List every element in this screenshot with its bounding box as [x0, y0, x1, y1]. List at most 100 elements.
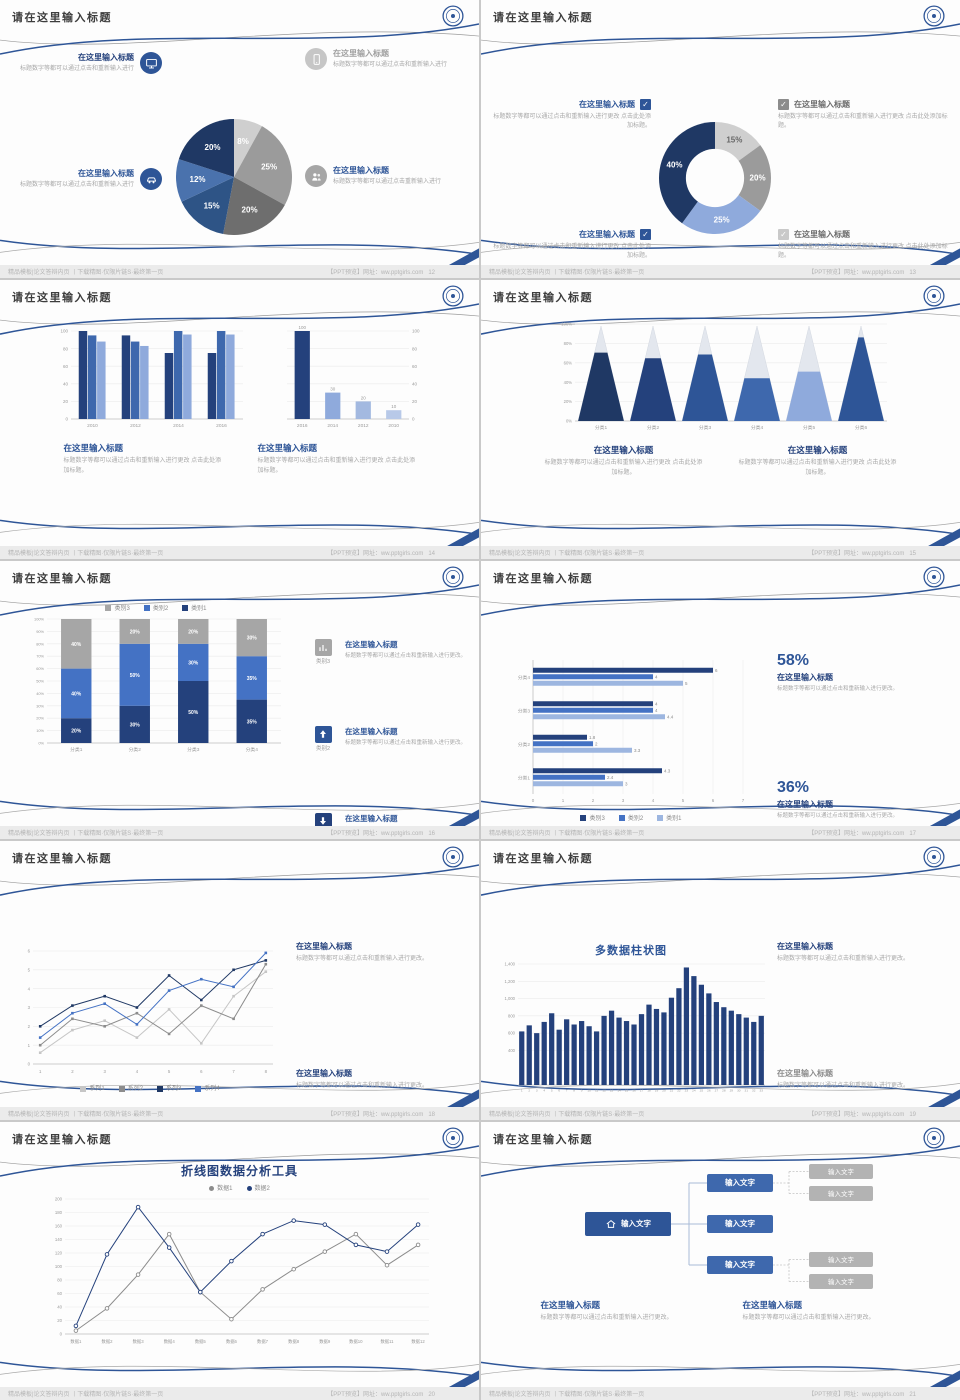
svg-text:100: 100 [412, 329, 420, 334]
slide-thumbnail-13[interactable]: 请在这里输入标题 在这里输入标题 ✓ 标题数字等都可以通过点击和重新输入进行更改… [481, 0, 960, 279]
svg-text:20%: 20% [749, 173, 765, 182]
svg-text:35%: 35% [247, 719, 258, 725]
svg-text:21: 21 [670, 1088, 674, 1092]
svg-text:100: 100 [60, 329, 68, 334]
pie-chart: 8% 25% 20% 15% 12% 20% [175, 118, 292, 240]
people-icon [305, 165, 327, 188]
svg-text:26: 26 [707, 1088, 711, 1092]
svg-text:11: 11 [595, 1088, 598, 1092]
slide-thumbnail-21[interactable]: 请在这里输入标题 输入文字 输入文字 输入文字 输入文字 输入文字 输入文字 输… [481, 1121, 960, 1400]
svg-text:22: 22 [677, 1088, 681, 1092]
slide-thumbnail-19[interactable]: 请在这里输入标题 多数据柱状图 400 600 800 1,000 1,200 1,400… [481, 841, 960, 1120]
legend-swatch [580, 815, 587, 822]
svg-text:80: 80 [62, 347, 68, 352]
svg-text:1,000: 1,000 [505, 996, 516, 1001]
slide-footer: 精品模板|论文答辩内页 丨下载精图·仅限片链S·最终第一页 【PPT预览】网址：… [481, 826, 960, 840]
svg-text:23: 23 [685, 1088, 689, 1092]
svg-text:35%: 35% [247, 676, 258, 682]
svg-text:5: 5 [685, 681, 688, 686]
block-body: 标题数字等都可以通过点击和重新输入进行更改 点击此处添加标题。 [544, 460, 703, 476]
page-number: 18 [428, 1111, 435, 1118]
cone-chart: 0% 20% 40% 60% 80% 100% 分类1 分类2 分类3 分类4 分类5 分类6 [551, 320, 891, 437]
svg-text:14: 14 [617, 1088, 621, 1092]
svg-text:2016: 2016 [296, 423, 307, 429]
legend-swatch [195, 1085, 202, 1092]
slide-title: 请在这里输入标题 [12, 1133, 112, 1146]
footer-left-text: 精品模板|论文答辩内页 丨下载精图·仅限片链S·最终第一页 [8, 550, 164, 557]
svg-text:3.3: 3.3 [634, 748, 641, 753]
diagram-node: 输入文字 [707, 1214, 773, 1233]
slide-title: 请在这里输入标题 [12, 292, 112, 305]
stat-value: 58% [777, 651, 810, 669]
page-number: 20 [428, 1391, 435, 1398]
stat-value: 36% [777, 778, 810, 796]
slide-thumbnail-18[interactable]: 请在这里输入标题 0 1 2 3 4 5 6 1 2 3 4 5 6 7 8 系列1 系列2 系列3 系列4… [0, 841, 479, 1120]
svg-text:33: 33 [760, 1088, 764, 1092]
svg-text:数据10: 数据10 [349, 1338, 363, 1345]
slide-footer: 精品模板|论文答辩内页 丨下载精图·仅限片链S·最终第一页 【PPT预览】网址：… [481, 545, 960, 559]
svg-text:分类3: 分类3 [187, 746, 200, 753]
footer-right-text: 【PPT预览】网址：ww.pptgirls.com 20 [327, 1391, 435, 1398]
text-block: 在这里输入标题 标题数字等都可以通过点击和重新输入进行更改 点击此处添加标题。 [545, 444, 703, 478]
svg-text:400: 400 [508, 1048, 516, 1053]
svg-text:25: 25 [700, 1088, 704, 1092]
diagram-leaf-node: 输入文字 [809, 1163, 873, 1179]
text-block: 在这里输入标题 标题数字等都可以通过点击和重新输入进行更改。 [296, 1068, 465, 1092]
svg-text:1,200: 1,200 [505, 979, 516, 984]
slide-thumbnail-20[interactable]: 请在这里输入标题 折线图数据分析工具 数据1 数据2 0 20 40 60 80 100 1… [0, 1121, 479, 1400]
legend-swatch [657, 815, 664, 822]
home-icon [605, 1218, 617, 1230]
svg-text:30: 30 [330, 387, 336, 392]
svg-text:6: 6 [200, 1069, 203, 1074]
stat-body: 标题数字等都可以通过点击和重新输入进行更改。 [777, 685, 899, 692]
page-number: 19 [909, 1111, 916, 1118]
block-heading: 在这里输入标题 [296, 941, 352, 951]
slide-thumbnail-16[interactable]: 请在这里输入标题 类别3 类别2 类别1 0% 10% 20% 30% 40% 50% 60… [0, 560, 479, 840]
stat-heading: 在这里输入标题 [777, 799, 833, 809]
slide-footer: 精品模板|论文答辩内页 丨下载精图·仅限片链S·最终第一页 【PPT预览】网址：… [481, 1386, 960, 1400]
svg-text:12: 12 [602, 1088, 606, 1092]
grouped-bar-chart: 0 20 40 60 80 100 2010 2012 2014 2016 [51, 326, 251, 435]
slide-thumbnail-12[interactable]: 请在这里输入标题 在这里输入标题 标题数字等都可以通过点击和重新输入进行 在这里… [0, 0, 479, 279]
svg-text:分类2: 分类2 [646, 424, 659, 431]
item-body: 标题数字等都可以通过点击和重新输入进行更改 点击此处添加标题。 [493, 113, 651, 130]
svg-text:40%: 40% [563, 380, 572, 385]
svg-text:100%: 100% [561, 322, 572, 327]
block-body: 标题数字等都可以通过点击和重新输入进行更改。 [742, 1314, 875, 1321]
horizontal-bar-chart: 0 1 2 3 4 5 6 7 6 4 5 分类4 4 4 4.4 分类3 1.8 2 3.3 分类2 4.3 2.4 3 分… [507, 656, 755, 811]
svg-text:1.8: 1.8 [589, 735, 596, 740]
svg-text:28: 28 [722, 1088, 726, 1092]
svg-text:600: 600 [508, 1031, 516, 1036]
svg-text:50%: 50% [130, 673, 141, 679]
svg-text:7: 7 [742, 798, 745, 803]
footer-left-text: 精品模板|论文答辩内页 丨下载精图·仅限片链S·最终第一页 [8, 1111, 164, 1118]
svg-text:120: 120 [54, 1250, 62, 1255]
slide-thumbnail-17[interactable]: 请在这里输入标题 0 1 2 3 4 5 6 7 6 4 5 分类4 4 4 4.4 分类3 1.8 2 3.3 分类… [481, 560, 960, 840]
svg-text:25%: 25% [261, 162, 277, 171]
legend-swatch [157, 1085, 163, 1092]
block-body: 标题数字等都可以通过点击和重新输入进行更改 点击此处添加标题。 [738, 460, 897, 476]
checkbox-icon: ✓ [778, 98, 789, 110]
svg-text:3: 3 [625, 781, 628, 786]
svg-text:3: 3 [622, 798, 625, 803]
svg-text:7: 7 [232, 1069, 235, 1074]
svg-text:7: 7 [566, 1088, 568, 1092]
svg-text:2014: 2014 [173, 423, 184, 429]
legend-entry: 数据2 [246, 1183, 270, 1192]
svg-text:80: 80 [57, 1277, 62, 1282]
svg-text:分类5: 分类5 [802, 424, 815, 431]
slide-thumbnail-15[interactable]: 请在这里输入标题 0% 20% 40% 60% 80% 100% 分类1 分类2 分类3 分类4 分… [481, 280, 960, 559]
svg-text:80: 80 [412, 347, 418, 352]
svg-text:29: 29 [730, 1088, 734, 1092]
svg-text:4: 4 [136, 1069, 139, 1074]
svg-text:20: 20 [360, 396, 366, 401]
school-badge-logo [442, 5, 464, 27]
svg-text:15: 15 [625, 1088, 629, 1092]
chart-legend: 数据1 数据2 [209, 1183, 270, 1192]
svg-text:数据12: 数据12 [411, 1338, 425, 1345]
svg-text:15%: 15% [203, 201, 219, 210]
svg-text:0: 0 [59, 1331, 62, 1336]
svg-text:分类3: 分类3 [518, 707, 531, 714]
svg-text:3: 3 [28, 1005, 31, 1010]
